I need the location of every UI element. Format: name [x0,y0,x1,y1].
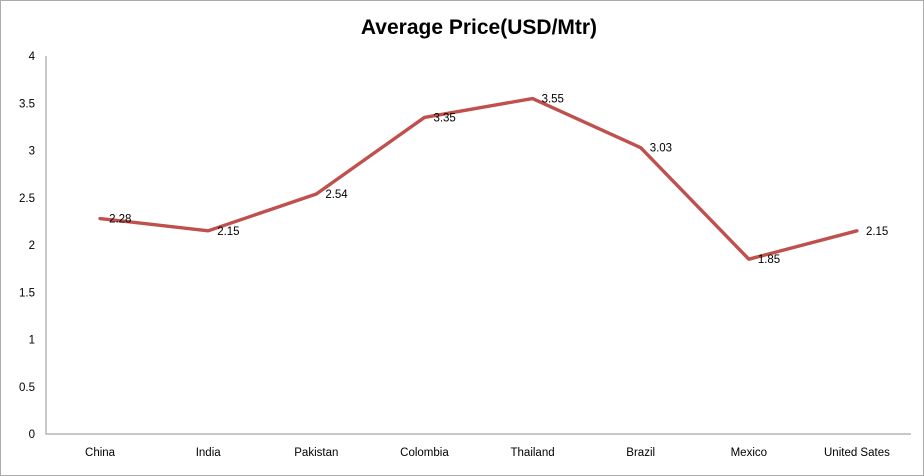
y-tick-label: 2.5 [19,193,35,205]
x-category-label: United Sates [824,447,890,459]
x-category-label: China [85,447,116,459]
data-label: 3.35 [433,112,455,124]
data-label: 3.03 [650,143,672,155]
y-axis-labels: 0 0.5 1 1.5 2 2.5 3 3.5 4 [19,51,36,441]
series-line [98,96,859,261]
data-label: 1.85 [758,254,780,266]
data-label: 2.15 [866,226,888,238]
y-tick-label: 1.5 [19,287,35,299]
data-label: 3.55 [542,94,564,106]
x-category-label: India [196,447,222,459]
x-axis-labels: China India Pakistan Colombia Thailand Brazil… [85,447,890,459]
y-tick-label: 4 [29,51,36,63]
axes [45,56,911,435]
y-tick-label: 1 [29,335,35,347]
y-tick-label: 3 [29,146,35,158]
y-tick-label: 0.5 [19,382,35,394]
data-label: 2.54 [325,189,348,201]
data-label: 2.15 [217,226,239,238]
x-category-label: Brazil [626,447,655,459]
y-tick-label: 3.5 [19,98,35,110]
y-tick-label: 0 [29,429,35,441]
x-category-label: Colombia [400,447,449,459]
chart-title: Average Price(USD/Mtr) [361,16,597,39]
y-tick-label: 2 [29,240,35,252]
data-labels: 2.28 2.15 2.54 3.35 3.55 3.03 1.85 2.15 [109,94,888,267]
data-label: 2.28 [109,214,131,226]
x-category-label: Mexico [731,447,767,459]
x-category-label: Pakistan [294,447,338,459]
x-category-label: Thailand [511,447,555,459]
